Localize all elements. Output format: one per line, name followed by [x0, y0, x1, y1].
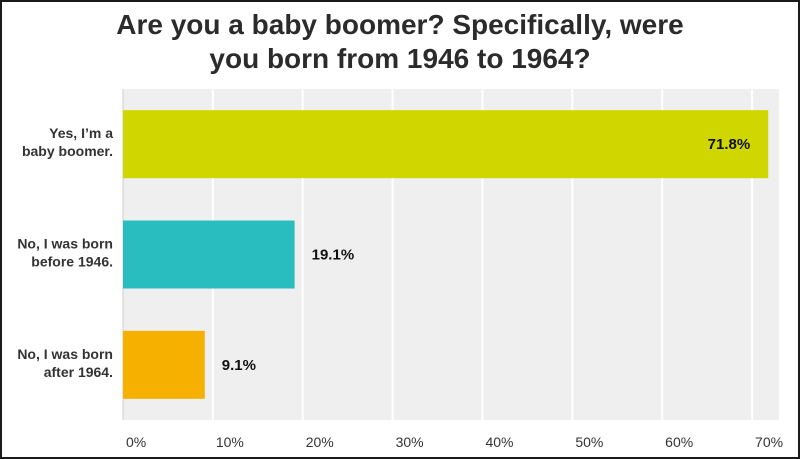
category-label-2-line-2: before 1946.: [31, 254, 113, 270]
value-label-1: 71.8%: [708, 136, 751, 153]
x-tick-label-2: 20%: [306, 434, 334, 450]
category-label-1-line-1: Yes, I’m a: [49, 125, 113, 141]
category-label-1-line-2: baby boomer.: [22, 143, 113, 159]
x-tick-label-7: 70%: [755, 434, 783, 450]
x-tick-label-4: 40%: [485, 434, 513, 450]
x-tick-label-0: 0%: [126, 434, 146, 450]
x-tick-label-6: 60%: [665, 434, 693, 450]
chart-title-line-2: you born from 1946 to 1964?: [209, 43, 591, 74]
x-tick-label-5: 50%: [575, 434, 603, 450]
bar-2: [123, 220, 295, 289]
chart-title-line-1: Are you a baby boomer? Specifically, wer…: [116, 9, 684, 40]
bar-3: [123, 330, 205, 399]
value-label-2: 19.1%: [312, 247, 355, 264]
category-label-3-line-2: after 1964.: [44, 364, 113, 380]
chart-title: Are you a baby boomer? Specifically, wer…: [2, 8, 798, 76]
category-label-3-line-1: No, I was born: [17, 346, 113, 362]
bar-1: [123, 110, 769, 179]
value-label-3: 9.1%: [222, 357, 256, 374]
category-label-2-line-1: No, I was born: [17, 236, 113, 252]
x-tick-label-3: 30%: [396, 434, 424, 450]
x-tick-label-1: 10%: [216, 434, 244, 450]
